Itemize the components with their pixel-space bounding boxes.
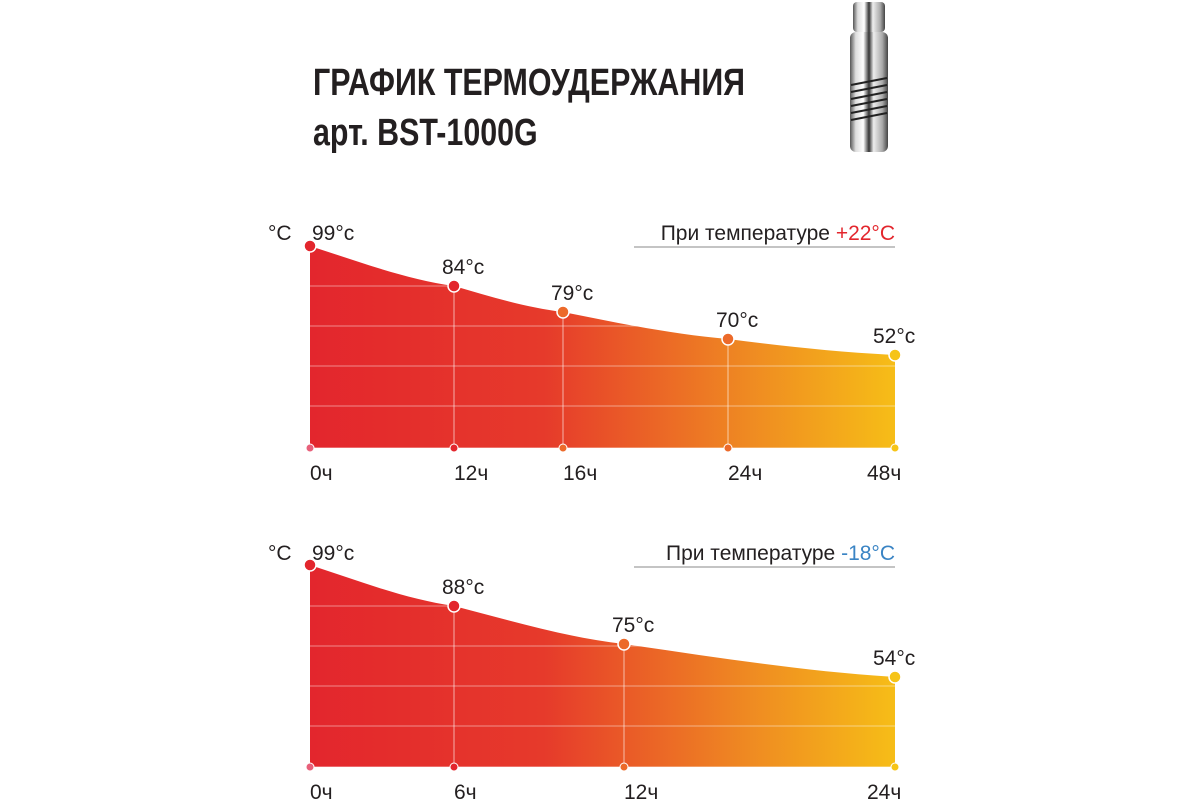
data-point [888, 670, 902, 684]
value-label: 54°c [873, 647, 915, 670]
chart-1: 99°c 0ч 84°c 12ч 79°c 16ч 70°c 24ч 52°c 48ч °C При … [268, 222, 915, 485]
axis-marker [305, 443, 315, 453]
value-label: 88°c [442, 576, 484, 599]
article-number: арт. BST-1000G [313, 112, 538, 154]
value-label: 70°c [716, 309, 758, 332]
x-tick-label: 6ч [454, 781, 477, 800]
axis-marker [305, 762, 315, 772]
data-point [447, 599, 461, 613]
x-tick-label: 0ч [310, 781, 333, 800]
data-point [617, 637, 631, 651]
data-point [888, 348, 902, 362]
title-value: +22°C [836, 222, 895, 245]
x-tick-label: 16ч [563, 462, 597, 485]
data-point [447, 279, 461, 293]
x-tick-label: 24ч [728, 462, 762, 485]
data-point [721, 332, 735, 346]
ambient-temperature-title: При температуре +22°C [661, 222, 895, 245]
data-point [303, 558, 317, 572]
axis-marker [723, 443, 733, 453]
value-label: 75°c [612, 614, 654, 637]
thermos-icon [850, 2, 888, 152]
chart-2: 99°c 0ч 88°c 6ч 75°c 12ч 54°c 24ч °C При температ… [268, 542, 915, 800]
y-axis-label: °C [268, 222, 292, 245]
value-label: 99°c [312, 222, 354, 245]
axis-marker [619, 762, 629, 772]
ambient-temperature-title: При температуре -18°C [666, 542, 895, 565]
value-label: 99°c [312, 542, 354, 565]
area-fill [310, 246, 895, 448]
x-tick-label: 12ч [624, 781, 658, 800]
axis-marker [449, 443, 459, 453]
title-value: -18°C [841, 542, 895, 565]
title-text: При температуре [666, 542, 841, 565]
axis-marker [890, 443, 900, 453]
data-point [556, 305, 570, 319]
axis-marker [449, 762, 459, 772]
value-label: 84°c [442, 256, 484, 279]
y-axis-label: °C [268, 542, 292, 565]
x-tick-label: 24ч [867, 781, 901, 800]
x-tick-label: 12ч [454, 462, 488, 485]
area-fill [310, 565, 895, 767]
chart-title: ГРАФИК ТЕРМОУДЕРЖАНИЯ [313, 62, 746, 104]
data-point [303, 239, 317, 253]
value-label: 52°c [873, 325, 915, 348]
axis-marker [890, 762, 900, 772]
axis-marker [558, 443, 568, 453]
value-label: 79°c [551, 282, 593, 305]
x-tick-label: 0ч [310, 462, 333, 485]
x-tick-label: 48ч [867, 462, 901, 485]
title-text: При температуре [661, 222, 836, 245]
